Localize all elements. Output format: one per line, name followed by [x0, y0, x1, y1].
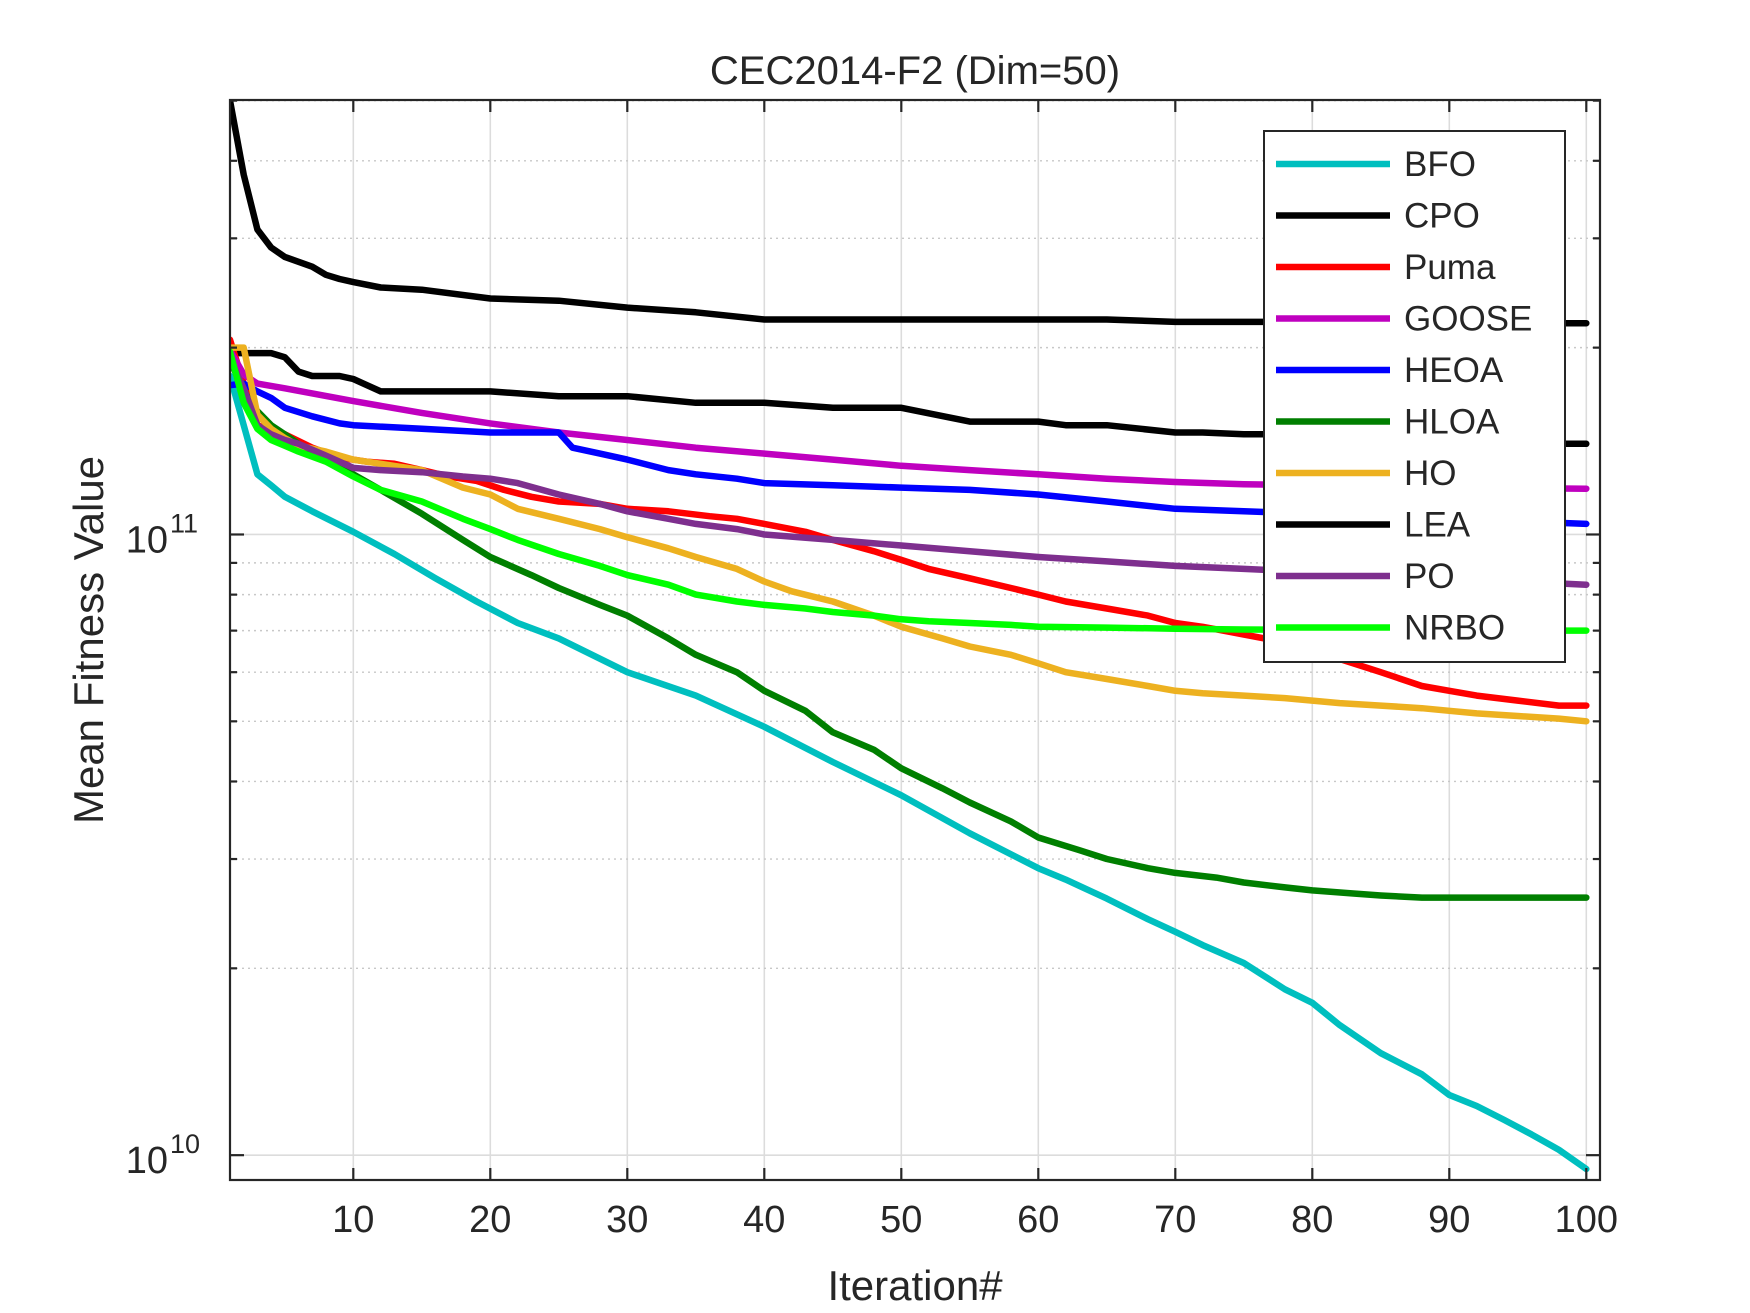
x-tick-label: 30: [606, 1199, 648, 1241]
x-tick-label: 100: [1555, 1199, 1618, 1241]
legend-label-bfo: BFO: [1404, 145, 1476, 184]
legend-label-ho: HO: [1404, 454, 1457, 493]
series-line-po: [230, 355, 1590, 588]
x-tick-label: 60: [1017, 1199, 1059, 1241]
legend-label-lea: LEA: [1404, 506, 1471, 545]
x-tick-label: 20: [469, 1199, 511, 1241]
x-tick-label: 70: [1154, 1199, 1196, 1241]
legend-label-nrbo: NRBO: [1404, 609, 1505, 648]
legend-label-cpo: CPO: [1404, 197, 1480, 236]
x-tick-label: 80: [1291, 1199, 1333, 1241]
series-line-ho: [230, 344, 1590, 725]
y-tick-exponent: 11: [170, 508, 198, 538]
y-tick-exponent: 10: [170, 1129, 200, 1159]
series-line-bfo: [230, 372, 1590, 1173]
series-line-nrbo: [230, 348, 1590, 634]
x-tick-label: 40: [743, 1199, 785, 1241]
legend-label-puma: Puma: [1404, 248, 1496, 287]
series-line-heoa: [230, 380, 1590, 528]
legend-label-goose: GOOSE: [1404, 300, 1532, 339]
x-tick-label: 50: [880, 1199, 922, 1241]
legend-label-hloa: HLOA: [1404, 403, 1500, 442]
y-tick-base: 10: [126, 1140, 168, 1182]
legend-label-po: PO: [1404, 557, 1455, 596]
x-tick-label: 10: [332, 1199, 374, 1241]
chart-title: CEC2014-F2 (Dim=50): [710, 49, 1120, 93]
y-tick-base: 10: [126, 519, 168, 561]
axes-box: [228, 98, 1602, 1182]
x-tick-label: 90: [1428, 1199, 1470, 1241]
y-axis-label: Mean Fitness Value: [65, 456, 112, 824]
x-axis-label: Iteration#: [827, 1262, 1003, 1309]
legend: BFO CPO Puma GOOSE HEOA HLOA HO LEA PO NRBO: [1263, 130, 1566, 663]
legend-label-heoa: HEOA: [1404, 351, 1504, 390]
